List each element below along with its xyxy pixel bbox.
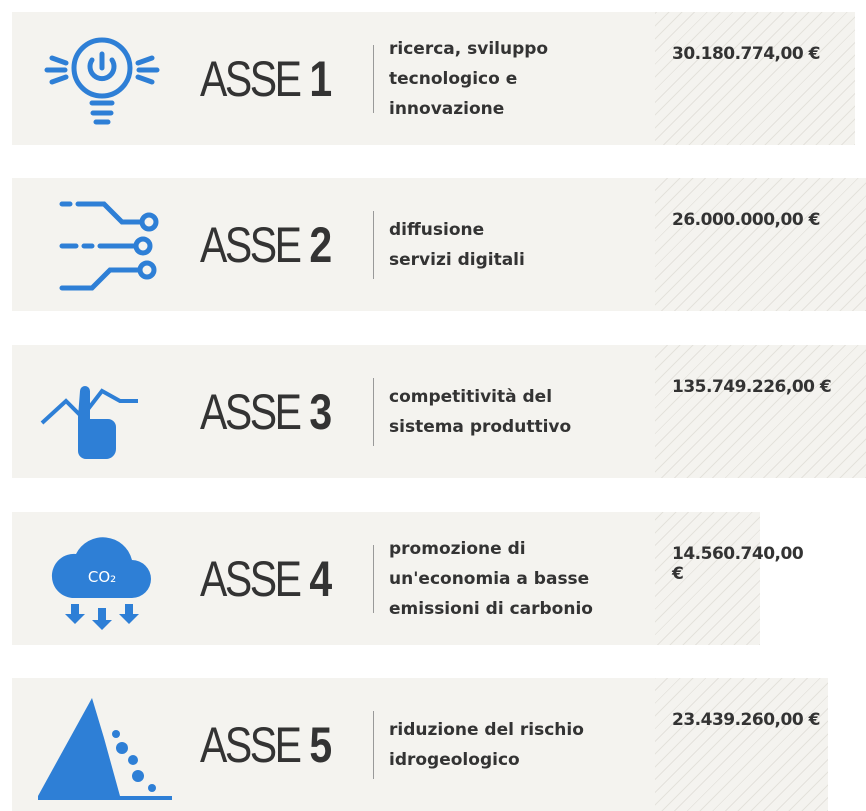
icon-label: CO₂	[88, 568, 116, 586]
description-line: un'economia a basse	[389, 568, 590, 589]
divider	[373, 211, 374, 279]
amount: 23.439.260,00 €	[672, 710, 820, 730]
icon-cloud: CO₂	[51, 537, 151, 630]
description: diffusione servizi digitali	[389, 178, 525, 311]
description-line: ricerca, sviluppo	[389, 38, 549, 59]
amount: 26.000.000,00 €	[672, 210, 820, 230]
axis-row: CO₂ ASSE 4 promozione di un'economia a basse…	[12, 512, 804, 645]
axis-number: 2	[309, 216, 332, 273]
axis-number: 4	[309, 550, 332, 607]
hatch	[655, 345, 866, 478]
description: ricerca, sviluppo tecnologico e innovazion…	[389, 12, 548, 145]
axis-row: ASSE 2 diffusione servizi digitali 26.000.00…	[12, 178, 866, 311]
description-line: idrogeologico	[389, 749, 520, 770]
axis-title: ASSE 2	[200, 178, 332, 311]
description-line: competitività del	[389, 386, 553, 407]
divider	[373, 378, 374, 446]
description-line: emissioni di carbonio	[389, 598, 593, 619]
description-line: sistema produttivo	[389, 416, 572, 437]
description-line: promozione di	[389, 538, 526, 559]
axis-number: 1	[309, 50, 332, 107]
axis-title: ASSE 1	[200, 12, 332, 145]
amount: 135.749.226,00 €	[672, 377, 832, 397]
axis-label: ASSE	[200, 383, 302, 440]
axis-title: ASSE 5	[200, 678, 332, 811]
hatch	[655, 178, 866, 311]
axis-label: ASSE	[200, 716, 302, 773]
description: riduzione del rischio idrogeologico	[389, 678, 584, 811]
description-line: tecnologico e	[389, 68, 518, 89]
icon-hand	[40, 386, 138, 459]
hatch	[655, 512, 760, 645]
description-line: diffusione	[389, 219, 485, 240]
description-line: riduzione del rischio	[389, 719, 584, 740]
description-line: innovazione	[389, 98, 505, 119]
amount: 14.560.740,00 €	[672, 544, 804, 584]
axis-label: ASSE	[200, 550, 302, 607]
description: competitività del sistema produttivo	[389, 345, 571, 478]
hatch	[655, 12, 855, 145]
divider	[373, 45, 374, 113]
amount: 30.180.774,00 €	[672, 44, 820, 64]
divider	[373, 711, 374, 779]
axis-label: ASSE	[200, 216, 302, 273]
hatch	[655, 678, 828, 811]
axis-row: ASSE 3 competitività del sistema produttivo…	[12, 345, 866, 478]
icon-circuit	[59, 201, 159, 291]
axis-row: ASSE 5 riduzione del rischio idrogeologico 2…	[12, 678, 828, 811]
axis-row: ASSE 1 ricerca, sviluppo tecnologico e innov…	[12, 12, 855, 145]
axis-label: ASSE	[200, 50, 302, 107]
axis-title: ASSE 3	[200, 345, 332, 478]
axis-number: 3	[309, 383, 332, 440]
axis-title: ASSE 4	[200, 512, 332, 645]
description: promozione di un'economia a basse emission…	[389, 512, 593, 645]
divider	[373, 545, 374, 613]
axis-number: 5	[309, 716, 332, 773]
icon-landslide	[38, 698, 172, 800]
icon-lightbulb	[44, 37, 160, 125]
description-line: servizi digitali	[389, 249, 525, 270]
